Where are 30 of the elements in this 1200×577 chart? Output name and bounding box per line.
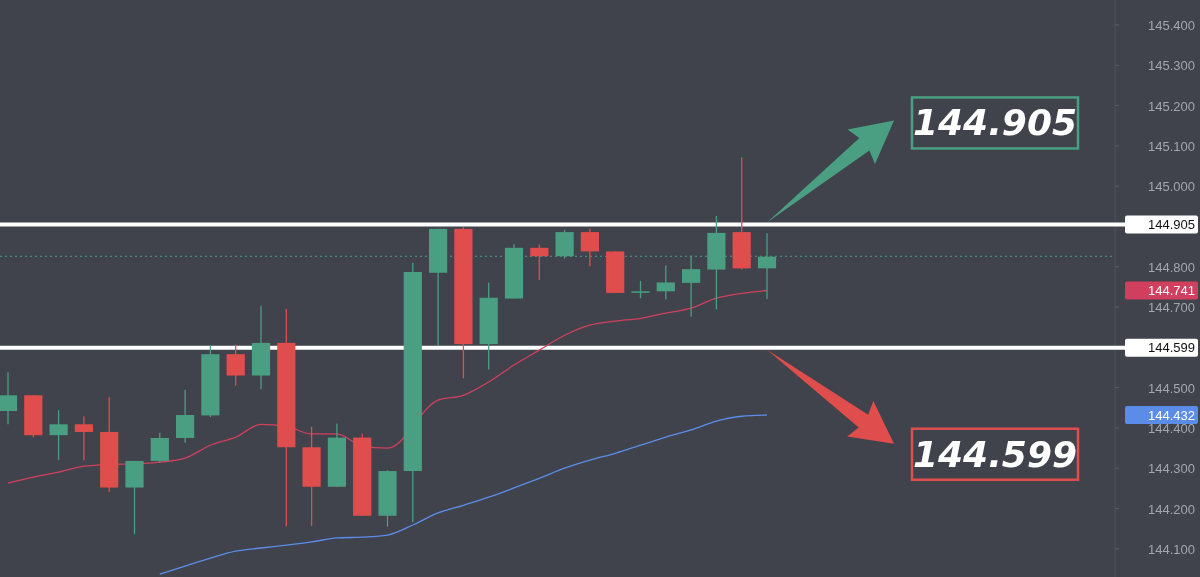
text: 144.432	[1148, 407, 1195, 423]
y-tick-label: 144.700	[1148, 300, 1195, 316]
ref-line-label: 144.905	[1148, 216, 1195, 232]
y-tick-label: 144.100	[1148, 541, 1195, 557]
y-tick-label: 145.200	[1148, 98, 1195, 114]
y-tick-label: 145.400	[1148, 17, 1195, 33]
candlestick	[49, 409, 68, 461]
text: 144.905	[913, 102, 1077, 144]
y-tick-label: 144.400	[1148, 420, 1195, 436]
candlestick	[0, 371, 18, 425]
y-tick-label: 144.500	[1148, 380, 1195, 396]
text: 144.741	[1148, 283, 1195, 299]
text: 144.599	[913, 433, 1077, 475]
candlestick	[226, 343, 245, 387]
y-tick-label: 145.100	[1148, 138, 1195, 154]
line-series	[159, 414, 768, 575]
candlestick	[681, 254, 701, 318]
line-series	[7, 289, 768, 484]
ref-line-label: 144.599	[1148, 340, 1195, 356]
y-tick-label: 144.300	[1148, 461, 1195, 477]
candlestick	[656, 264, 675, 301]
y-tick-label: 145.000	[1148, 179, 1195, 195]
y-tick-label: 145.300	[1148, 58, 1195, 74]
candlestick	[580, 228, 600, 267]
candlestick	[175, 389, 195, 444]
candlestick	[530, 243, 549, 281]
candlestick	[150, 432, 169, 464]
y-tick-label: 144.800	[1148, 259, 1195, 275]
y-tick-label: 144.200	[1148, 501, 1195, 517]
candlestick	[74, 415, 94, 461]
